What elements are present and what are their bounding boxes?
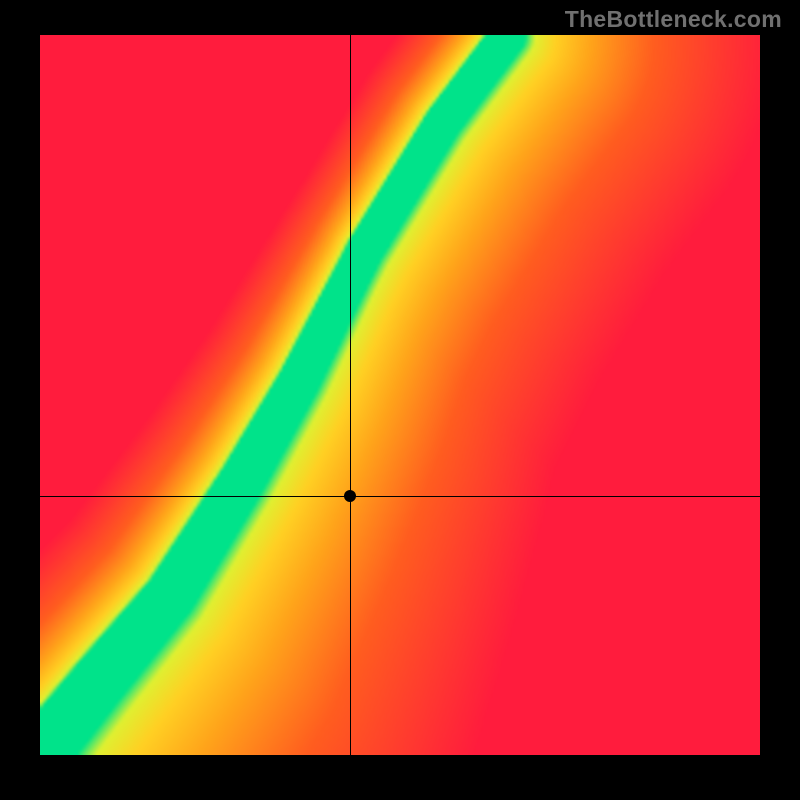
- crosshair-horizontal: [40, 496, 760, 497]
- watermark-text: TheBottleneck.com: [565, 6, 782, 33]
- crosshair-marker: [344, 490, 356, 502]
- crosshair-vertical: [350, 35, 351, 755]
- heatmap-canvas: [40, 35, 760, 755]
- figure-root: TheBottleneck.com: [0, 0, 800, 800]
- heatmap-plot: [40, 35, 760, 755]
